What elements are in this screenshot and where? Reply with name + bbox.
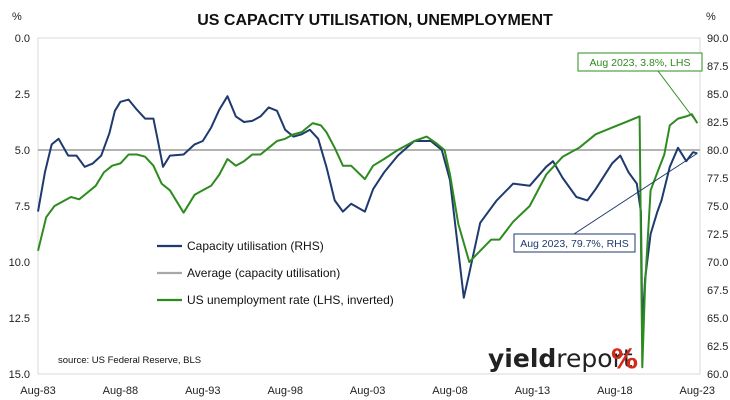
x-tick-label: Aug-93 xyxy=(185,385,220,397)
series-layer xyxy=(37,95,700,369)
right-tick-label: 90.0 xyxy=(707,33,728,45)
annotation-text-capacity: Aug 2023, 79.7%, RHS xyxy=(520,238,629,250)
x-tick-label: Aug-88 xyxy=(103,385,138,397)
annotation-leader-capacity xyxy=(573,152,698,235)
left-tick-label: 10.0 xyxy=(9,257,30,269)
legend: Capacity utilisation (RHS) Average (capac… xyxy=(157,239,394,307)
left-tick-label: 15.0 xyxy=(9,369,30,381)
right-tick-label: 75.0 xyxy=(707,201,728,213)
right-axis-unit: % xyxy=(706,11,716,23)
annotation-text-unemployment: Aug 2023, 3.8%, LHS xyxy=(590,57,691,69)
x-tick-label: Aug-23 xyxy=(680,385,715,397)
chart-title: US CAPACITY UTILISATION, UNEMPLOYMENT xyxy=(197,12,553,29)
left-axis: 0.0 2.5 5.0 7.5 10.0 12.5 15.0 xyxy=(9,33,30,381)
right-tick-label: 60.0 xyxy=(707,369,728,381)
left-tick-label: 5.0 xyxy=(15,145,30,157)
right-tick-label: 87.5 xyxy=(707,61,728,73)
x-tick-label: Aug-13 xyxy=(515,385,550,397)
left-tick-label: 2.5 xyxy=(15,89,30,101)
left-axis-unit: % xyxy=(12,11,22,23)
brand-logo: yieldreport % xyxy=(488,344,638,375)
right-tick-label: 72.5 xyxy=(707,229,728,241)
right-tick-label: 77.5 xyxy=(707,173,728,185)
annotation-leader-unemployment xyxy=(657,70,698,124)
brand-percent-mark: % xyxy=(611,344,638,375)
left-tick-label: 12.5 xyxy=(9,313,30,325)
x-tick-label: Aug-98 xyxy=(267,385,302,397)
brand-wordmark: yieldreport xyxy=(488,344,633,373)
right-tick-label: 82.5 xyxy=(707,117,728,129)
plot-area xyxy=(37,37,701,375)
annotations: Aug 2023, 3.8%, LHS Aug 2023, 79.7%, RHS xyxy=(513,52,703,253)
right-tick-label: 65.0 xyxy=(707,313,728,325)
brand-wordmark-light: report xyxy=(556,344,633,373)
right-tick-label: 67.5 xyxy=(707,285,728,297)
source-note: source: US Federal Reserve, BLS xyxy=(58,355,201,366)
right-axis: 60.0 62.5 65.0 67.5 70.0 72.5 75.0 77.5 80.0 82.5… xyxy=(707,33,728,381)
left-tick-label: 7.5 xyxy=(15,201,30,213)
x-tick-label: Aug-18 xyxy=(597,385,632,397)
x-tick-label: Aug-03 xyxy=(350,385,385,397)
annotation-box-unemployment xyxy=(577,52,703,72)
legend-label: Capacity utilisation (RHS) xyxy=(187,239,324,253)
right-tick-label: 85.0 xyxy=(707,89,728,101)
capacity-utilisation-line xyxy=(37,95,698,331)
unemployment-rate-line xyxy=(37,113,699,369)
legend-label: Average (capacity utilisation) xyxy=(187,266,340,280)
x-axis: Aug-83 Aug-88 Aug-93 Aug-98 Aug-03 Aug-08 Aug-… xyxy=(20,385,715,397)
brand-wordmark-bold: yield xyxy=(488,344,556,373)
right-tick-label: 80.0 xyxy=(707,145,728,157)
legend-label: US unemployment rate (LHS, inverted) xyxy=(187,293,394,307)
x-tick-label: Aug-08 xyxy=(432,385,467,397)
right-tick-label: 62.5 xyxy=(707,341,728,353)
left-tick-label: 0.0 xyxy=(15,33,30,45)
x-tick-label: Aug-83 xyxy=(20,385,55,397)
right-tick-label: 70.0 xyxy=(707,257,728,269)
